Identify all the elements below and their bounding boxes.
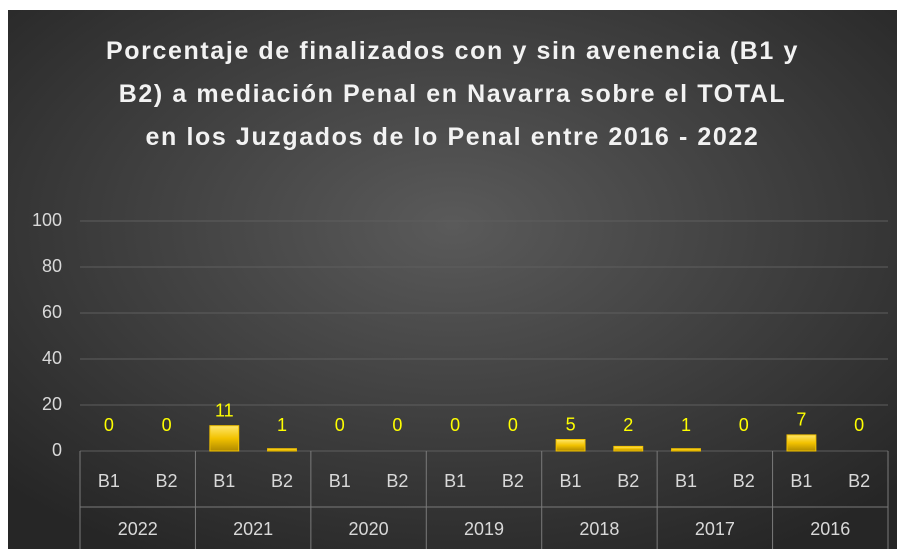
chart-title: Porcentaje de finalizados con y sin aven… (106, 37, 799, 151)
bar (786, 434, 817, 452)
group-label: 2021 (233, 519, 273, 539)
x-tick-label: B2 (848, 471, 870, 491)
group-label: 2016 (810, 519, 850, 539)
y-tick-label: 20 (42, 394, 62, 414)
group-label: 2022 (118, 519, 158, 539)
x-tick-label: B1 (98, 471, 120, 491)
value-label: 7 (796, 410, 806, 430)
bar (555, 439, 586, 452)
x-tick-label: B2 (156, 471, 178, 491)
x-tick-label: B2 (386, 471, 408, 491)
value-label: 11 (215, 400, 234, 420)
value-label: 0 (450, 415, 460, 435)
y-tick-label: 80 (42, 256, 62, 276)
value-label: 0 (739, 415, 749, 435)
bar (267, 448, 297, 452)
value-label: 0 (508, 415, 518, 435)
x-tick-label: B1 (675, 471, 697, 491)
group-label: 2017 (695, 519, 735, 539)
x-tick-label: B1 (444, 471, 466, 491)
x-tick-label: B1 (213, 471, 235, 491)
group-label: 2020 (349, 519, 389, 539)
value-label: 0 (162, 415, 172, 435)
group-label: 2019 (464, 519, 504, 539)
y-tick-label: 100 (32, 210, 62, 230)
value-label: 5 (566, 414, 576, 434)
bar (209, 425, 240, 452)
value-label: 0 (104, 415, 114, 435)
x-tick-label: B1 (329, 471, 351, 491)
bar (613, 445, 644, 452)
group-label: 2018 (579, 519, 619, 539)
value-label: 0 (392, 415, 402, 435)
bar (671, 448, 701, 452)
y-tick-label: 0 (52, 440, 62, 460)
value-label: 0 (335, 415, 345, 435)
x-tick-label: B2 (617, 471, 639, 491)
value-label: 0 (854, 415, 864, 435)
x-tick-label: B1 (790, 471, 812, 491)
y-tick-label: 60 (42, 302, 62, 322)
y-tick-label: 40 (42, 348, 62, 368)
x-tick-label: B2 (733, 471, 755, 491)
value-label: 1 (277, 415, 287, 435)
value-label: 1 (681, 415, 691, 435)
x-tick-label: B2 (502, 471, 524, 491)
x-tick-label: B2 (271, 471, 293, 491)
chart-background (8, 10, 897, 549)
value-label: 2 (623, 415, 633, 435)
x-tick-label: B1 (560, 471, 582, 491)
